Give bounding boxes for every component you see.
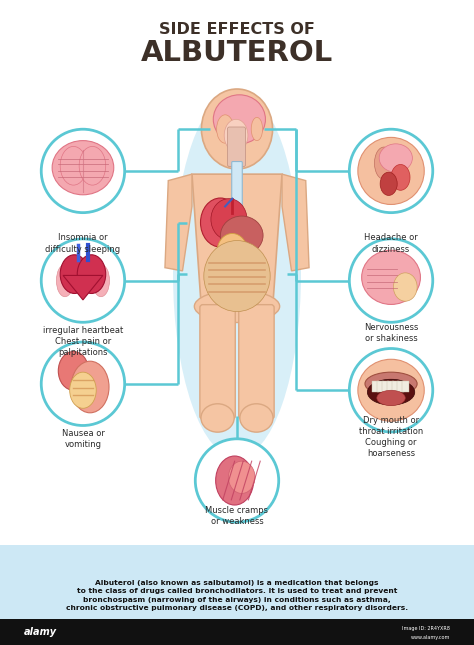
Ellipse shape bbox=[217, 233, 247, 270]
Ellipse shape bbox=[56, 264, 73, 297]
Text: Muscle cramps
or weakness: Muscle cramps or weakness bbox=[206, 506, 268, 526]
Ellipse shape bbox=[92, 264, 109, 297]
Bar bbox=[402, 381, 409, 392]
Bar bbox=[397, 381, 404, 392]
Ellipse shape bbox=[70, 372, 96, 408]
Bar bbox=[226, 140, 248, 164]
Text: Nausea or
vomiting: Nausea or vomiting bbox=[62, 429, 104, 449]
Ellipse shape bbox=[367, 379, 415, 405]
Bar bbox=[382, 381, 389, 392]
Bar bbox=[0, 619, 474, 645]
Ellipse shape bbox=[349, 129, 433, 213]
Ellipse shape bbox=[204, 241, 270, 312]
PathPatch shape bbox=[63, 275, 103, 300]
Ellipse shape bbox=[195, 439, 279, 522]
Ellipse shape bbox=[79, 146, 106, 185]
Text: www.alamy.com: www.alamy.com bbox=[411, 635, 450, 640]
Ellipse shape bbox=[365, 372, 417, 395]
Ellipse shape bbox=[217, 115, 234, 143]
Ellipse shape bbox=[41, 239, 125, 322]
Ellipse shape bbox=[71, 361, 109, 413]
Ellipse shape bbox=[194, 290, 280, 322]
Ellipse shape bbox=[240, 404, 273, 432]
Ellipse shape bbox=[216, 456, 254, 505]
Ellipse shape bbox=[201, 404, 234, 432]
Text: Image ID: 2R4YXR8: Image ID: 2R4YXR8 bbox=[402, 626, 450, 631]
Ellipse shape bbox=[251, 117, 263, 141]
FancyBboxPatch shape bbox=[239, 304, 274, 419]
Ellipse shape bbox=[201, 89, 273, 169]
Ellipse shape bbox=[211, 199, 247, 240]
Ellipse shape bbox=[41, 342, 125, 426]
Ellipse shape bbox=[60, 255, 89, 293]
Ellipse shape bbox=[173, 90, 301, 458]
Ellipse shape bbox=[224, 119, 248, 152]
Ellipse shape bbox=[58, 352, 89, 390]
FancyBboxPatch shape bbox=[232, 161, 242, 208]
FancyBboxPatch shape bbox=[200, 304, 235, 419]
Text: irregular heartbeat
Chest pain or
palpitations: irregular heartbeat Chest pain or palpit… bbox=[43, 326, 123, 357]
Ellipse shape bbox=[41, 129, 125, 213]
Ellipse shape bbox=[349, 239, 433, 322]
Ellipse shape bbox=[393, 273, 417, 301]
Bar bbox=[0, 545, 474, 645]
Ellipse shape bbox=[377, 390, 405, 406]
Bar bbox=[387, 381, 394, 392]
Text: Insomnia or
difficulty sleeping: Insomnia or difficulty sleeping bbox=[46, 233, 120, 253]
Ellipse shape bbox=[60, 146, 87, 185]
Ellipse shape bbox=[362, 250, 420, 304]
Bar bbox=[377, 381, 384, 392]
Text: alamy: alamy bbox=[24, 627, 57, 637]
Text: ALBUTEROL: ALBUTEROL bbox=[141, 39, 333, 67]
Ellipse shape bbox=[228, 461, 255, 493]
Ellipse shape bbox=[358, 359, 424, 421]
Ellipse shape bbox=[380, 172, 397, 195]
Ellipse shape bbox=[213, 95, 265, 144]
PathPatch shape bbox=[192, 174, 282, 310]
Text: Headache or
dizziness: Headache or dizziness bbox=[364, 233, 418, 253]
Bar bbox=[372, 381, 379, 392]
Ellipse shape bbox=[201, 198, 240, 247]
Ellipse shape bbox=[220, 216, 263, 255]
Text: SIDE EFFECTS OF: SIDE EFFECTS OF bbox=[159, 21, 315, 37]
Text: Dry mouth or
throat irritation
Coughing or
hoarseness: Dry mouth or throat irritation Coughing … bbox=[359, 416, 423, 459]
Ellipse shape bbox=[52, 141, 114, 195]
Ellipse shape bbox=[391, 164, 410, 190]
Text: Nervousness
or shakiness: Nervousness or shakiness bbox=[364, 322, 418, 342]
PathPatch shape bbox=[282, 174, 309, 271]
Ellipse shape bbox=[374, 147, 393, 179]
Ellipse shape bbox=[379, 144, 412, 172]
Ellipse shape bbox=[349, 348, 433, 432]
Ellipse shape bbox=[358, 137, 424, 204]
Text: Albuterol (also known as salbutamol) is a medication that belongs
to the class o: Albuterol (also known as salbutamol) is … bbox=[66, 580, 408, 611]
Bar bbox=[392, 381, 399, 392]
Ellipse shape bbox=[77, 255, 106, 293]
FancyBboxPatch shape bbox=[228, 127, 246, 166]
PathPatch shape bbox=[165, 174, 192, 271]
